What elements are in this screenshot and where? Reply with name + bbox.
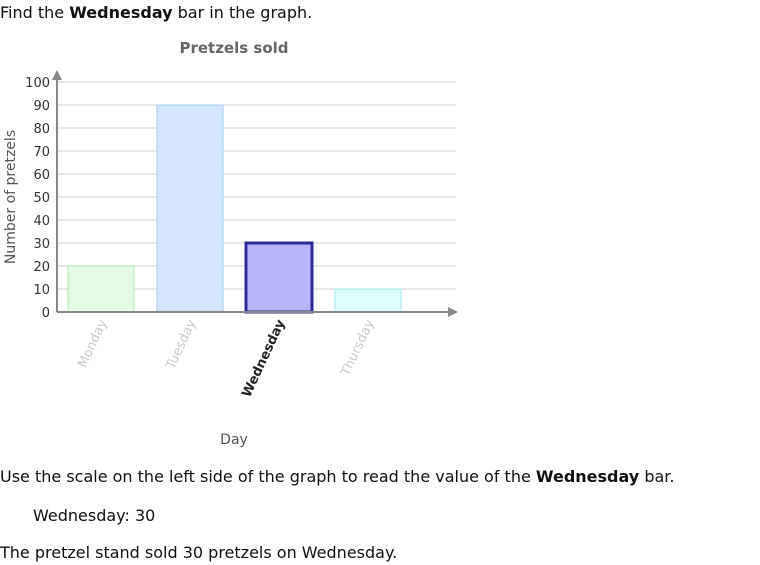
x-axis-arrow-icon [448,307,458,317]
prompt-suffix: bar in the graph. [172,3,313,22]
instruction-text: Use the scale on the left side of the gr… [0,467,674,486]
bar-chart: Pretzels sold 0 10 20 30 40 50 60 70 80 90 100 Numbe… [3,39,458,448]
bar-monday [67,265,135,313]
answer-label: Wednesday: [33,506,130,525]
y-tick-label: 60 [33,168,50,183]
y-tick-label: 50 [33,191,50,206]
x-tick-label: Wednesday [240,317,289,400]
y-tick-label: 80 [33,122,50,137]
x-tick-label: Thursday [338,317,378,379]
y-tick-label: 20 [33,260,50,275]
question-prompt: Find the Wednesday bar in the graph. [0,3,312,22]
chart-title: Pretzels sold [179,39,288,57]
bar-wednesday [244,241,314,314]
x-axis-label: Day [220,432,248,448]
y-tick-label: 70 [33,145,50,160]
y-axis-label: Number of pretzels [3,130,19,264]
y-tick-label: 10 [33,283,50,298]
x-tick-label: Tuesday [163,317,199,372]
y-tick-label: 100 [25,76,50,91]
y-tick-label: 0 [42,306,50,321]
y-tick-label: 90 [33,99,50,114]
instruction-prefix: Use the scale on the left side of the gr… [0,467,536,486]
instruction-bold: Wednesday [535,467,640,486]
y-axis-arrow-icon [52,70,62,80]
x-tick-label: Monday [75,317,110,370]
instruction-suffix: bar. [639,467,675,486]
prompt-bold: Wednesday [69,3,173,22]
conclusion-text: The pretzel stand sold 30 pretzels on We… [0,543,398,562]
bar-tuesday [156,104,224,313]
y-tick-label: 30 [33,237,50,252]
y-tick-label: 40 [33,214,50,229]
answer-value: 30 [134,506,156,525]
bar-thursday [334,288,402,313]
answer-line: Wednesday: 30 [33,506,155,525]
prompt-prefix: Find the [0,3,70,22]
